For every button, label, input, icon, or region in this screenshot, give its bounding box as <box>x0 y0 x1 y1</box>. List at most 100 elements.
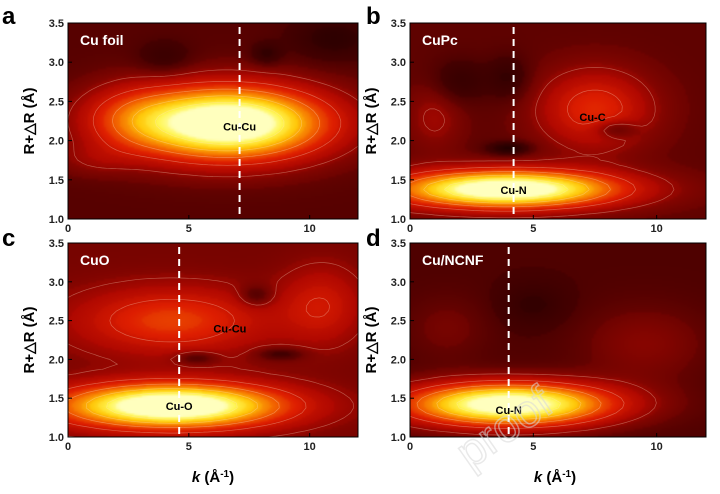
contour-level <box>409 89 637 212</box>
panel-a: 1.0 1.5 2.0 2.5 3.0 3.5 0 5 10 R+△R (Å) Cu foil a Cu… <box>2 3 359 235</box>
panel-letter: b <box>366 3 381 30</box>
panel-title: CuPc <box>422 32 458 48</box>
y-tick-label: 1.0 <box>49 432 64 444</box>
x-axis-label-right: k (Å-1) <box>534 469 576 487</box>
heatmap-image <box>410 243 706 437</box>
contour-level <box>436 388 582 420</box>
y-tick-label: 2.0 <box>49 354 64 366</box>
y-tick-label: 3.5 <box>391 238 406 250</box>
y-tick-label: 3.5 <box>391 18 406 30</box>
x-axis-label-unit: (Å <box>546 469 562 486</box>
x-tick-label: 0 <box>65 223 71 235</box>
y-tick-label: 2.0 <box>391 136 406 148</box>
heatmap-image <box>68 23 358 219</box>
contour-level <box>67 297 330 434</box>
peak-annotation: Cu-C <box>579 112 605 124</box>
y-tick-label: 3.5 <box>49 18 64 30</box>
x-axis-label-k: k <box>192 469 201 486</box>
contour-level <box>92 81 342 166</box>
contour-lines <box>67 69 359 178</box>
contour-level <box>67 383 280 428</box>
x-tick-label: 10 <box>304 441 316 453</box>
y-tick-label: 2.0 <box>391 354 406 366</box>
heatmap-image <box>68 243 358 437</box>
panel-letter: d <box>366 225 381 252</box>
contour-level <box>67 69 359 178</box>
peak-annotation: Cu-N <box>500 185 526 197</box>
x-tick-label: 0 <box>407 441 413 453</box>
peak-annotation: Cu-Cu <box>223 121 256 133</box>
contour-level <box>409 373 657 436</box>
x-axis-label-left: k (Å-1) <box>192 469 234 487</box>
y-axis-label: R+△R (Å) <box>21 307 38 374</box>
common-labels: k (Å-1) k (Å-1) <box>192 469 576 487</box>
y-tick-label: 1.0 <box>391 432 406 444</box>
contour-level <box>112 88 320 158</box>
y-axis-label: R+△R (Å) <box>363 88 380 155</box>
contour-level <box>423 174 590 204</box>
x-axis-label-close: ) <box>571 469 576 486</box>
y-tick-label: 3.0 <box>391 57 406 69</box>
x-axis-label-exp: -1 <box>562 469 571 480</box>
y-tick-label: 1.0 <box>49 214 64 226</box>
panel-c: 1.01.52.02.53.03.50 5 10R+△R (Å)CuOcCu-OCu… <box>2 225 359 453</box>
y-tick-label: 1.5 <box>391 175 406 187</box>
y-tick-label: 1.5 <box>391 393 406 405</box>
y-axis-label: R+△R (Å) <box>21 88 38 155</box>
y-tick-label: 1.5 <box>49 393 64 405</box>
x-axis-label-unit: (Å <box>204 469 220 486</box>
x-tick-label: 5 <box>186 441 192 453</box>
y-tick-label: 2.0 <box>49 136 64 148</box>
y-tick-label: 2.5 <box>49 316 64 328</box>
x-axis-label-exp: -1 <box>220 469 229 480</box>
y-tick-label: 1.0 <box>391 214 406 226</box>
plot-frame <box>409 22 707 220</box>
contour-level <box>444 178 569 200</box>
x-tick-label: 10 <box>304 223 316 235</box>
contour-level <box>409 67 675 219</box>
y-tick-label: 2.5 <box>49 96 64 108</box>
contour-level <box>409 379 625 429</box>
x-tick-label: 10 <box>651 223 663 235</box>
panel-b: 1.0 1.5 2.0 2.5 3.0 3.5 0 5 10 R+△R (Å) CuPc b Cu-N C… <box>363 3 707 235</box>
contour-level <box>409 171 611 208</box>
contour-level <box>67 262 359 438</box>
contour-lines <box>409 373 657 436</box>
panel-letter: a <box>2 3 16 30</box>
heatmap-image <box>410 23 706 219</box>
y-axis-label: R+△R (Å) <box>363 307 380 374</box>
x-axis-label-close: ) <box>229 469 234 486</box>
x-tick-label: 5 <box>186 223 192 235</box>
x-tick-label: 0 <box>65 441 71 453</box>
contour-level <box>456 393 562 416</box>
y-tick-label: 1.5 <box>49 175 64 187</box>
x-axis-label-k: k <box>534 469 543 486</box>
x-tick-label: 0 <box>407 223 413 235</box>
plot-frame <box>67 22 359 220</box>
y-tick-label: 2.5 <box>391 316 406 328</box>
contour-level <box>85 388 259 424</box>
peak-annotation: Cu-N <box>496 405 522 417</box>
panel-title: Cu foil <box>80 32 124 48</box>
contour-level <box>106 392 238 420</box>
y-tick-label: 2.5 <box>391 96 406 108</box>
y-tick-label: 3.0 <box>49 57 64 69</box>
y-tick-label: 3.0 <box>49 277 64 289</box>
x-tick-label: 5 <box>530 223 536 235</box>
y-tick-label: 3.0 <box>391 277 406 289</box>
contour-lines <box>409 67 675 219</box>
panels-group: 1.01.52.02.53.03.50 5 10R+△R (Å)Cu foilaCu… <box>2 3 707 453</box>
panel-title: Cu/NCNF <box>422 252 484 268</box>
contour-level <box>416 384 602 425</box>
peak-annotation: Cu-O <box>166 401 193 413</box>
panel-d: 1.01.52.02.53.03.50 5 10R+△R (Å)Cu/NCNFdCu… <box>363 225 707 453</box>
x-tick-label: 10 <box>651 441 663 453</box>
plot-frame <box>67 242 359 438</box>
panel-letter: c <box>2 225 15 252</box>
peak-annotation: Cu-Cu <box>213 323 246 335</box>
plot-frame <box>409 242 707 438</box>
panel-title: CuO <box>80 252 110 268</box>
contour-level <box>154 101 285 145</box>
contour-lines <box>67 262 359 438</box>
